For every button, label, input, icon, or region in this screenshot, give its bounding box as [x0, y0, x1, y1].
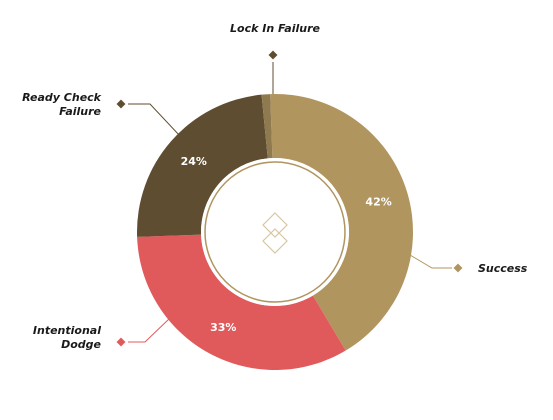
slice-ready-check-failure	[136, 94, 268, 237]
slice-lock-in-failure	[261, 94, 273, 159]
donut-slices	[136, 94, 414, 370]
callout-diamond-icon	[267, 49, 279, 61]
donut-center	[201, 158, 349, 306]
callout-diamond-icon	[115, 98, 127, 110]
callout-diamond-icon	[452, 262, 464, 274]
legend-label-intentional-dodge: Dodge	[61, 338, 101, 351]
leader-line-ready-check-failure	[128, 103, 181, 137]
callout-success: Success	[409, 254, 528, 275]
slice-success	[270, 94, 414, 351]
center-ring	[204, 161, 346, 303]
legend-label-ready-check-failure: Ready Check	[22, 91, 102, 104]
value-label-ready-check-failure: 24%	[181, 155, 207, 168]
value-label-success: 42%	[365, 196, 391, 209]
value-label-intentional-dodge: 33%	[210, 321, 236, 334]
callout-diamond-icon	[115, 336, 127, 348]
legend-label-ready-check-failure: Failure	[59, 105, 101, 118]
slice-intentional-dodge	[137, 234, 346, 370]
callout-lock-in-failure: Lock In Failure	[230, 22, 320, 94]
leader-line-success	[409, 254, 452, 269]
legend-label-intentional-dodge: Intentional	[33, 324, 101, 337]
value-labels: 42% 33% 24%	[181, 155, 392, 334]
leader-line-intentional-dodge	[128, 317, 171, 343]
diamond-logo-icon	[262, 212, 288, 254]
legend-label-success: Success	[478, 262, 528, 275]
center-fill	[201, 158, 349, 306]
legend-label-lock-in-failure: Lock In Failure	[230, 22, 320, 35]
